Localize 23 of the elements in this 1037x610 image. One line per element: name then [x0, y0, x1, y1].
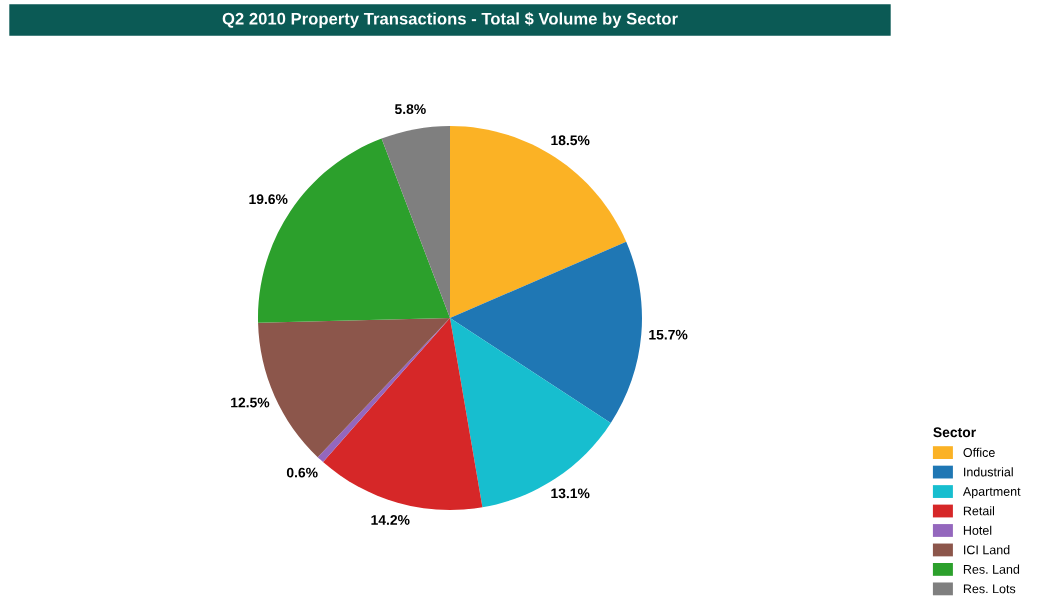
legend-label: Apartment	[962, 487, 1021, 499]
legend-label: Office	[963, 447, 995, 457]
pie-slice	[450, 318, 611, 508]
data-label: 14.2%	[371, 515, 410, 525]
pie-slice	[381, 126, 450, 318]
pie-slice	[323, 318, 483, 510]
legend-label: Res. Lots	[963, 584, 1016, 594]
legend-label: ICI Land	[964, 545, 1010, 555]
legend-label: Res. Land	[963, 564, 1020, 574]
legend-title: Sector	[933, 427, 976, 438]
chart-title: Q2 2010 Property Transactions - Total $ Volume by Sector	[222, 12, 678, 28]
data-label: 13.1%	[551, 488, 590, 499]
data-label: 18.5%	[551, 135, 590, 146]
data-label: 0.6%	[286, 467, 318, 478]
pie-slice	[450, 126, 627, 318]
legend-label: Hotel	[963, 525, 992, 535]
legend-label: Retail	[963, 506, 995, 516]
legend-label: Industrial	[964, 467, 1013, 477]
data-label: 19.6%	[249, 194, 288, 205]
data-label: 5.8%	[394, 104, 426, 115]
data-label: 12.5%	[231, 397, 270, 408]
pie-slice	[450, 241, 642, 423]
data-label: 15.7%	[649, 329, 688, 340]
